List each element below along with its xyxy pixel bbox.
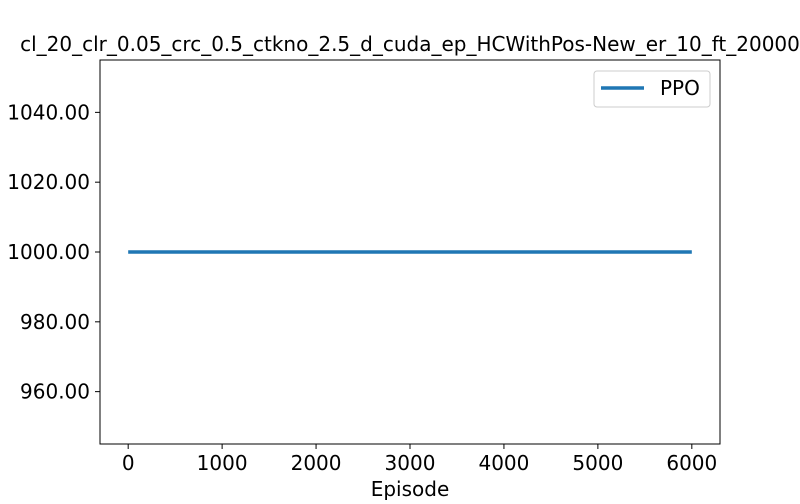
- legend-label: PPO: [660, 76, 700, 100]
- x-tick-label: 1000: [197, 451, 248, 475]
- y-tick-label: 1020.00: [7, 170, 90, 194]
- y-tick-label: 980.00: [20, 310, 90, 334]
- legend[interactable]: PPO: [593, 70, 711, 108]
- x-tick-label: 5000: [572, 451, 623, 475]
- y-tick-label: 960.00: [20, 380, 90, 404]
- x-tick-label: 4000: [478, 451, 529, 475]
- y-axis: 960.00 980.00 1000.00 1020.00 1040.00: [7, 100, 100, 404]
- legend-box: [593, 70, 711, 108]
- x-tick-label: 2000: [291, 451, 342, 475]
- x-tick-label: 0: [122, 451, 135, 475]
- x-axis-label: Episode: [371, 477, 450, 500]
- x-tick-label: 6000: [666, 451, 717, 475]
- chart-title: cl_20_clr_0.05_crc_0.5_ctkno_2.5_d_cuda_…: [20, 32, 800, 56]
- x-tick-label: 3000: [385, 451, 436, 475]
- y-tick-label: 1000.00: [7, 240, 90, 264]
- x-axis: 0 1000 2000 3000 4000 5000 6000: [122, 444, 717, 475]
- y-tick-label: 1040.00: [7, 100, 90, 124]
